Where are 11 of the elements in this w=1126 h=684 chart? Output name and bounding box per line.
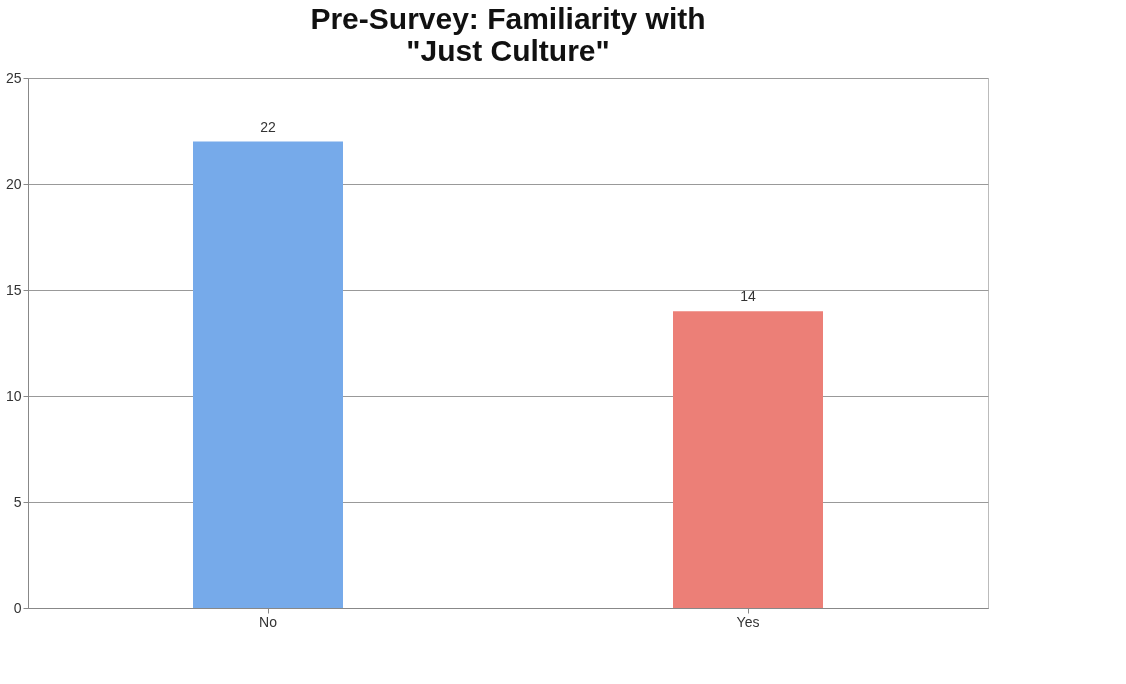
y-tick-label: 25 bbox=[5, 69, 22, 86]
y-tick-label: 10 bbox=[5, 387, 22, 404]
chart-title: Pre-Survey: Familiarity with "Just Culture" bbox=[310, 2, 706, 67]
data-label: 14 bbox=[740, 288, 756, 305]
x-tick-label: No bbox=[259, 613, 278, 630]
y-tick-label: 15 bbox=[5, 281, 22, 298]
y-tick-label: 5 bbox=[13, 493, 22, 510]
y-tick-label: 0 bbox=[13, 599, 22, 616]
y-tick-label: 20 bbox=[5, 175, 22, 192]
data-label: 22 bbox=[260, 118, 276, 135]
x-tick-label: Yes bbox=[736, 613, 760, 630]
